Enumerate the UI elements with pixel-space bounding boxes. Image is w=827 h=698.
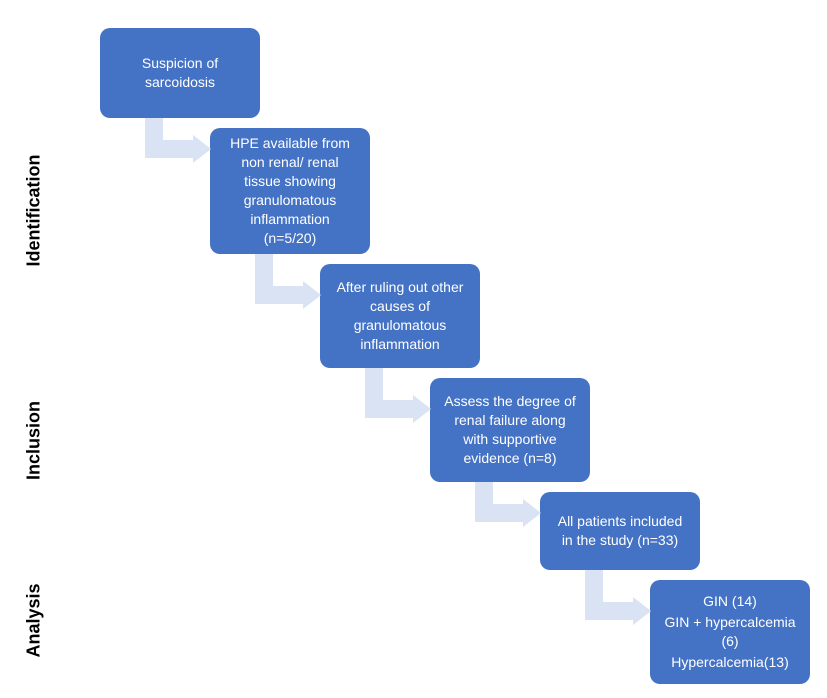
connector-arrow — [413, 395, 431, 423]
flow-node-n5: All patients included in the study (n=33… — [540, 492, 700, 570]
flow-node-text: All patients included in the study (n=33… — [554, 512, 686, 550]
connector-horiz — [145, 140, 195, 158]
flow-node-text: Assess the degree of renal failure along… — [444, 392, 576, 468]
flow-node-n3: After ruling out other causes of granulo… — [320, 264, 480, 368]
flow-connector-4 — [475, 482, 545, 540]
flow-connector-5 — [585, 570, 655, 638]
flow-connector-3 — [365, 368, 435, 436]
flow-connector-2 — [255, 254, 325, 322]
connector-arrow — [193, 135, 211, 163]
flow-connector-1 — [145, 118, 215, 176]
connector-horiz — [365, 400, 415, 418]
flow-node-text: HPE available from non renal/ renal tiss… — [224, 134, 356, 247]
stage-label-1: Identification — [24, 151, 45, 271]
connector-arrow — [633, 597, 651, 625]
connector-horiz — [255, 286, 305, 304]
connector-arrow — [523, 499, 541, 527]
flow-node-text: GIN (14) — [703, 592, 757, 611]
flow-node-n1: Suspicion of sarcoidosis — [100, 28, 260, 118]
stage-label-3: Analysis — [24, 561, 45, 681]
flow-node-n4: Assess the degree of renal failure along… — [430, 378, 590, 482]
flow-node-n2: HPE available from non renal/ renal tiss… — [210, 128, 370, 254]
stage-label-2: Inclusion — [24, 381, 45, 501]
connector-horiz — [475, 504, 525, 522]
flow-node-text: Suspicion of sarcoidosis — [114, 54, 246, 92]
flow-node-text: After ruling out other causes of granulo… — [334, 278, 466, 354]
flow-node-n6: GIN (14) GIN + hypercalcemia (6) Hypercalc… — [650, 580, 810, 684]
connector-arrow — [303, 281, 321, 309]
connector-horiz — [585, 602, 635, 620]
flow-node-text: Hypercalcemia(13) — [671, 653, 788, 672]
flow-node-text: GIN + hypercalcemia (6) — [664, 613, 796, 651]
